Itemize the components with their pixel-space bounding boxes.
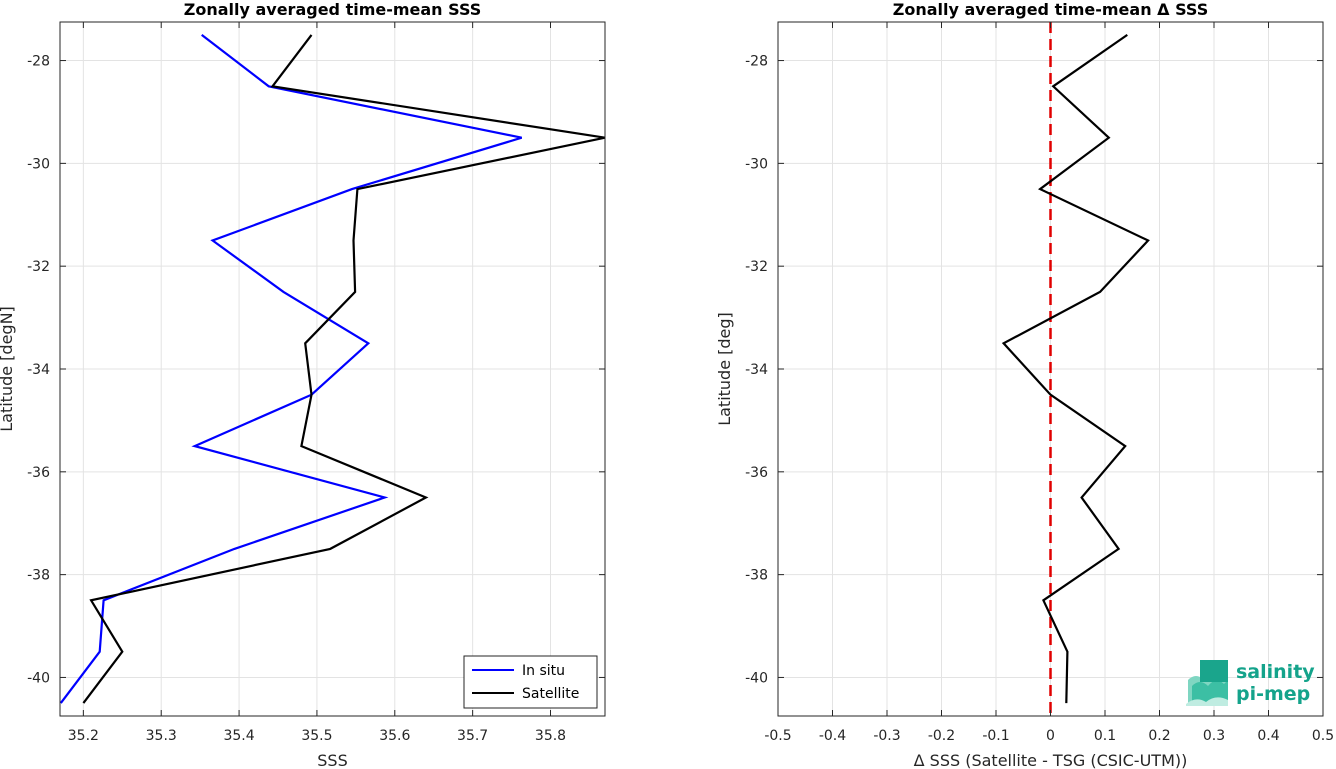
sss-x-tick-label: 35.6 xyxy=(379,728,410,744)
delta-sss-x-tick-label: 0.5 xyxy=(1312,728,1334,744)
sss-chart-title: Zonally averaged time-mean SSS xyxy=(184,0,482,19)
delta-sss-ticks: -0.5 -0.4 -0.3 -0.2 -0.1 0 0.1 0.2 0.3 0.4 0.5 -40 -… xyxy=(745,22,1334,744)
delta-sss-y-tick-label: -32 xyxy=(745,259,768,275)
delta-sss-y-axis-label: Latitude [deg] xyxy=(715,312,734,426)
sss-series-line-in-situ xyxy=(59,34,523,704)
delta-sss-series-line-delta xyxy=(1001,33,1150,704)
delta-sss-y-tick-label: -36 xyxy=(745,465,768,481)
sss-grid xyxy=(60,22,605,716)
logo-text-salinity: salinity xyxy=(1236,661,1315,683)
sss-x-tick-label: 35.7 xyxy=(457,728,488,744)
delta-sss-y-tick-label: -28 xyxy=(745,54,768,70)
delta-sss-x-axis-label: Δ SSS (Satellite - TSG (CSIC-UTM)) xyxy=(914,751,1188,769)
delta-sss-x-tick-label: 0.1 xyxy=(1094,728,1116,744)
sss-panel: 35.2 35.3 35.4 35.5 35.6 35.7 35.8 -40 -38 -36 -34… xyxy=(0,0,606,769)
sss-y-tick-label: -38 xyxy=(27,568,50,584)
sss-x-tick-label: 35.4 xyxy=(223,728,254,744)
delta-sss-x-tick-label: -0.4 xyxy=(819,728,846,744)
delta-sss-y-tick-label: -30 xyxy=(745,156,768,172)
sss-x-tick-label: 35.2 xyxy=(68,728,99,744)
sss-x-tick-label: 35.3 xyxy=(146,728,177,744)
sss-y-axis-label: Latitude [degN] xyxy=(0,306,16,432)
sss-y-tick-label: -40 xyxy=(27,670,50,686)
delta-sss-x-tick-label: 0 xyxy=(1046,728,1055,744)
delta-sss-x-tick-label: 0.4 xyxy=(1257,728,1279,744)
sss-x-tick-label: 35.8 xyxy=(535,728,566,744)
legend: In situ Satellite xyxy=(463,655,598,709)
sss-y-tick-label: -34 xyxy=(27,362,50,378)
delta-sss-x-tick-label: -0.5 xyxy=(764,728,791,744)
delta-sss-x-tick-label: -0.1 xyxy=(982,728,1009,744)
legend-box xyxy=(463,655,598,709)
logo-text-pi-mep: pi-mep xyxy=(1236,683,1310,705)
sss-x-tick-label: 35.5 xyxy=(301,728,332,744)
delta-sss-x-tick-label: -0.2 xyxy=(928,728,955,744)
sss-y-tick-label: -30 xyxy=(27,156,50,172)
delta-sss-panel: -0.5 -0.4 -0.3 -0.2 -0.1 0 0.1 0.2 0.3 0.4 0.5 -40 -… xyxy=(715,0,1334,769)
sss-y-tick-label: -28 xyxy=(27,54,50,70)
delta-sss-x-tick-label: 0.2 xyxy=(1148,728,1170,744)
legend-label-satellite: Satellite xyxy=(522,686,579,702)
salinity-pi-mep-logo: salinity pi-mep xyxy=(1186,660,1315,706)
delta-sss-x-tick-label: -0.3 xyxy=(873,728,900,744)
delta-sss-series-lines xyxy=(1001,33,1150,704)
delta-sss-y-tick-label: -38 xyxy=(745,568,768,584)
sss-series-lines xyxy=(59,34,606,704)
delta-sss-x-tick-label: 0.3 xyxy=(1203,728,1225,744)
wave-icon xyxy=(1186,660,1228,706)
sss-y-tick-label: -32 xyxy=(27,259,50,275)
legend-label-in-situ: In situ xyxy=(522,663,565,679)
sss-x-axis-label: SSS xyxy=(317,751,347,769)
sss-series-line-satellite xyxy=(82,34,606,704)
delta-sss-y-tick-label: -40 xyxy=(745,670,768,686)
delta-sss-chart-title: Zonally averaged time-mean Δ SSS xyxy=(893,0,1209,19)
sss-y-tick-label: -36 xyxy=(27,465,50,481)
delta-sss-y-tick-label: -34 xyxy=(745,362,768,378)
sss-ticks: 35.2 35.3 35.4 35.5 35.6 35.7 35.8 -40 -38 -36 -34… xyxy=(27,22,605,744)
